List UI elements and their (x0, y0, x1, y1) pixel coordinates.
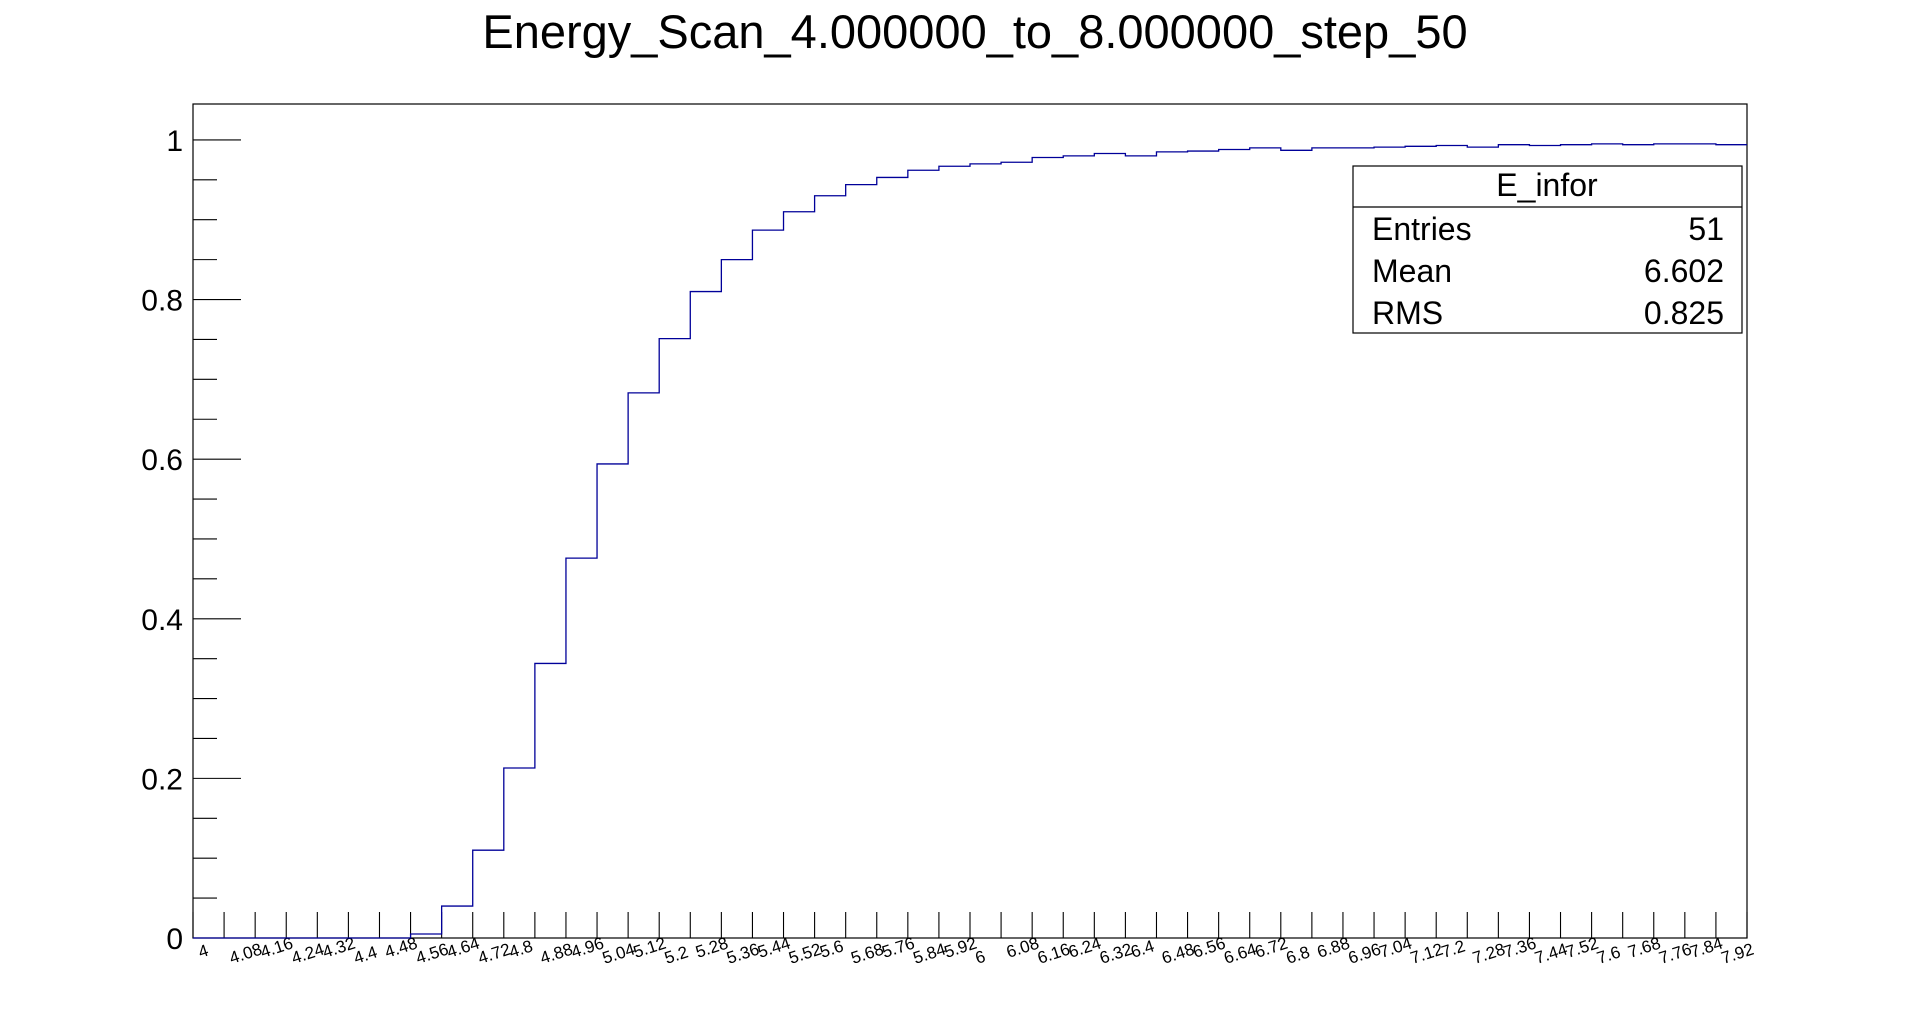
y-tick-label: 0.4 (141, 604, 183, 637)
stats-mean-value: 6.602 (1644, 253, 1724, 289)
stats-rms-value: 0.825 (1644, 295, 1724, 331)
stats-mean-label: Mean (1372, 253, 1452, 289)
y-tick-label: 1 (166, 125, 183, 158)
histogram-outline (193, 143, 1747, 939)
stats-box: E_infor Entries 51 Mean 6.602 RMS 0.825 (1352, 165, 1743, 334)
stats-box-title: E_infor (1496, 167, 1598, 203)
stats-entries-label: Entries (1372, 211, 1472, 247)
y-tick-label: 0.2 (141, 763, 183, 796)
stats-box-frame (1352, 165, 1743, 334)
chart-title: Energy_Scan_4.000000_to_8.000000_step_50 (482, 5, 1467, 58)
y-axis: 0 0.2 0.4 0.6 0.8 1 (141, 125, 241, 956)
stats-rms-label: RMS (1372, 295, 1443, 331)
y-tick-label: 0.6 (141, 444, 183, 477)
stats-entries-value: 51 (1688, 211, 1724, 247)
y-tick-label: 0.8 (141, 285, 183, 318)
y-tick-label: 0 (166, 923, 183, 956)
